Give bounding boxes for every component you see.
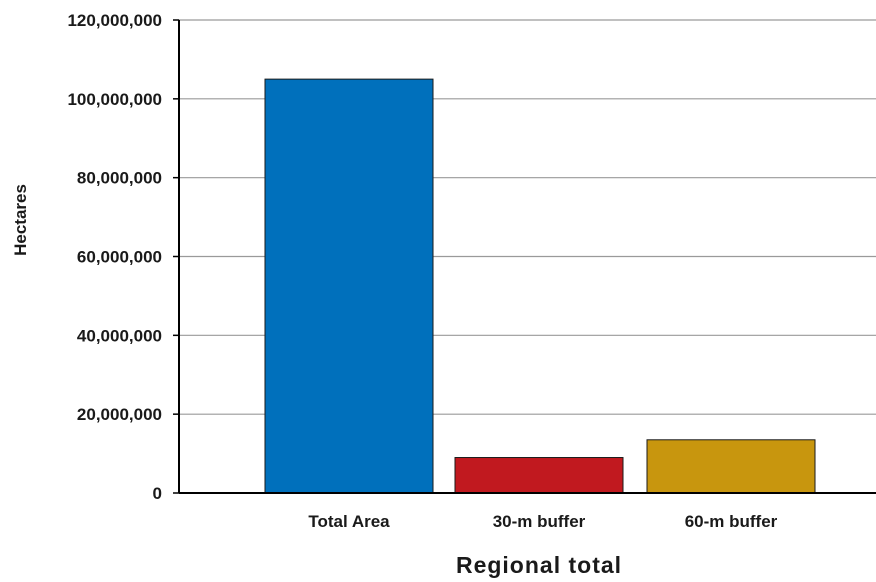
bar-total-area (264, 78, 434, 494)
x-axis-labels: Total Area 30-m buffer 60-m buffer (308, 512, 777, 531)
x-tick-label: Total Area (308, 512, 390, 531)
y-axis-ticks: 0 20,000,000 40,000,000 60,000,000 80,000,00… (67, 11, 179, 503)
y-tick-label: 60,000,000 (77, 248, 162, 267)
y-tick-label: 20,000,000 (77, 405, 162, 424)
x-tick-label: 30-m buffer (493, 512, 586, 531)
y-tick-label: 80,000,000 (77, 169, 162, 188)
bar-30-m-buffer (454, 457, 624, 494)
y-tick-label: 0 (153, 484, 162, 503)
x-tick-label: 60-m buffer (685, 512, 778, 531)
y-tick-label: 40,000,000 (77, 326, 162, 345)
y-axis-title: Hectares (11, 184, 30, 256)
x-axis-title: Regional total (456, 552, 622, 578)
bar-60-m-buffer (646, 439, 816, 494)
y-tick-label: 100,000,000 (67, 90, 162, 109)
y-tick-label: 120,000,000 (67, 11, 162, 30)
bars (264, 78, 816, 494)
